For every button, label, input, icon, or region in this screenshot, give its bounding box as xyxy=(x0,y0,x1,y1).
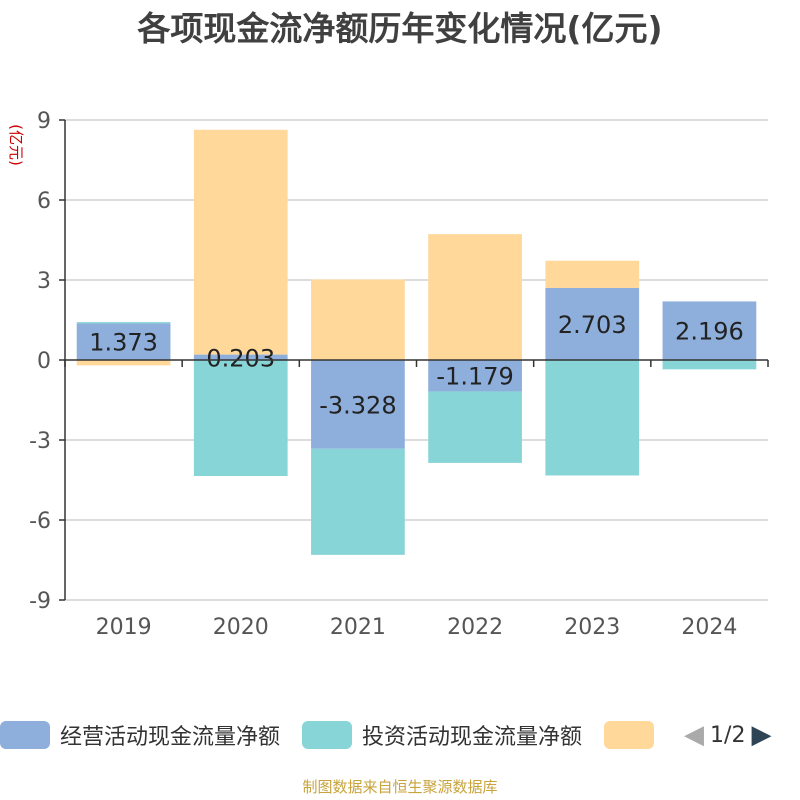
legend-swatch-financing xyxy=(604,721,655,749)
bar-operating-2023 xyxy=(545,287,640,360)
bar-investing-2020 xyxy=(193,360,288,476)
x-tick-label: 2020 xyxy=(213,615,269,640)
data-label-2020: 0.203 xyxy=(206,344,275,372)
bar-operating-2019 xyxy=(76,323,171,360)
y-tick-label: 0 xyxy=(37,349,51,374)
data-label-2019: 1.373 xyxy=(89,329,158,357)
y-tick-label: 3 xyxy=(37,269,51,294)
bar-financing-2022 xyxy=(428,234,522,360)
bar-financing-2020 xyxy=(193,129,288,355)
x-tick-label: 2023 xyxy=(564,615,620,640)
legend: 经营活动现金流量净额 投资活动现金流量净额 ◀ 1/2 ▶ xyxy=(0,712,800,758)
data-label-2022: -1.179 xyxy=(436,363,513,391)
legend-page-indicator: 1/2 xyxy=(710,722,746,748)
y-axis-label: (亿元) xyxy=(7,124,25,166)
bar-financing-2021 xyxy=(311,279,405,360)
bar-operating-2022 xyxy=(428,360,522,392)
data-label-2024: 2.196 xyxy=(675,318,744,346)
bar-investing-2022 xyxy=(428,391,522,463)
y-tick-label: -9 xyxy=(29,589,51,614)
bar-investing-2019 xyxy=(76,322,171,324)
data-label-2023: 2.703 xyxy=(558,311,627,339)
y-tick-label: 9 xyxy=(37,109,51,134)
y-tick-label: -6 xyxy=(29,509,51,534)
bar-operating-2024 xyxy=(662,301,757,360)
chart-title: 各项现金流净额历年变化情况(亿元) xyxy=(137,9,663,48)
data-label-2021: -3.328 xyxy=(319,391,396,419)
x-tick-label: 2021 xyxy=(330,615,386,640)
legend-swatch-operating xyxy=(0,721,50,749)
data-source-footer: 制图数据来自恒生聚源数据库 xyxy=(302,778,498,796)
legend-label-operating: 经营活动现金流量净额 xyxy=(60,725,281,750)
bar-financing-2023 xyxy=(545,260,640,288)
legend-item-investing[interactable]: 投资活动现金流量净额 xyxy=(302,719,582,751)
legend-label-investing: 投资活动现金流量净额 xyxy=(362,725,583,750)
x-tick-label: 2024 xyxy=(681,615,737,640)
legend-item-operating[interactable]: 经营活动现金流量净额 xyxy=(0,719,280,751)
y-tick-label: 6 xyxy=(37,189,51,214)
next-page-icon[interactable]: ▶ xyxy=(751,720,772,750)
bar-investing-2024 xyxy=(662,360,757,370)
x-tick-label: 2022 xyxy=(447,615,503,640)
legend-pager: ◀ 1/2 ▶ xyxy=(684,722,771,748)
x-tick-label: 2019 xyxy=(96,615,152,640)
bar-investing-2021 xyxy=(311,448,405,555)
prev-page-icon[interactable]: ◀ xyxy=(684,720,705,750)
y-tick-label: -3 xyxy=(29,429,51,454)
legend-item-financing[interactable] xyxy=(604,721,664,749)
bar-operating-2020 xyxy=(193,354,288,360)
legend-swatch-investing xyxy=(302,721,353,749)
bar-investing-2023 xyxy=(545,360,640,476)
bar-operating-2021 xyxy=(311,360,405,449)
bar-financing-2019 xyxy=(76,360,171,366)
